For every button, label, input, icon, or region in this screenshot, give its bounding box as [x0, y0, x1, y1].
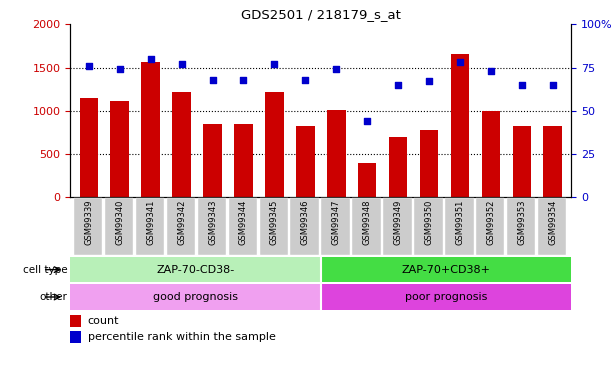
Text: cell type: cell type	[23, 265, 67, 274]
Text: GSM99348: GSM99348	[363, 200, 371, 245]
Text: GSM99345: GSM99345	[270, 200, 279, 245]
Text: other: other	[39, 292, 67, 302]
FancyBboxPatch shape	[538, 198, 566, 255]
Text: count: count	[88, 315, 119, 326]
FancyBboxPatch shape	[290, 198, 319, 255]
Bar	[451, 54, 469, 197]
Text: good prognosis: good prognosis	[153, 292, 238, 302]
Point	[424, 78, 434, 84]
Bar	[79, 98, 98, 197]
FancyBboxPatch shape	[445, 198, 474, 255]
Bar	[172, 92, 191, 197]
Bar	[513, 126, 531, 197]
Point	[455, 59, 465, 65]
Bar	[111, 101, 129, 197]
Bar	[389, 137, 408, 197]
Bar	[203, 124, 222, 197]
FancyBboxPatch shape	[136, 198, 164, 255]
Point	[331, 66, 341, 72]
Text: GSM99354: GSM99354	[548, 200, 557, 245]
FancyBboxPatch shape	[167, 198, 195, 255]
Text: GSM99349: GSM99349	[393, 200, 403, 245]
FancyBboxPatch shape	[229, 198, 257, 255]
Point	[84, 63, 93, 69]
Bar	[543, 126, 562, 197]
Bar	[481, 111, 500, 197]
Point	[301, 76, 310, 82]
Point	[269, 61, 279, 67]
Text: ZAP-70+CD38+: ZAP-70+CD38+	[401, 265, 491, 274]
Text: GSM99339: GSM99339	[84, 200, 93, 245]
Bar	[234, 124, 253, 197]
Point	[146, 56, 156, 62]
Bar	[327, 110, 345, 197]
FancyBboxPatch shape	[383, 198, 412, 255]
Bar	[420, 130, 438, 197]
FancyBboxPatch shape	[414, 198, 442, 255]
Text: ZAP-70-CD38-: ZAP-70-CD38-	[156, 265, 235, 274]
FancyBboxPatch shape	[74, 198, 103, 255]
Bar	[141, 62, 160, 197]
Text: GSM99353: GSM99353	[518, 200, 526, 245]
Point	[517, 82, 527, 88]
Text: poor prognosis: poor prognosis	[405, 292, 487, 302]
Bar	[296, 126, 315, 197]
Bar	[70, 315, 81, 327]
Point	[548, 82, 558, 88]
FancyBboxPatch shape	[321, 198, 350, 255]
Bar	[70, 331, 81, 343]
Point	[486, 68, 496, 74]
Bar	[358, 163, 376, 197]
Text: GSM99344: GSM99344	[239, 200, 248, 245]
Point	[177, 61, 186, 67]
FancyBboxPatch shape	[507, 198, 535, 255]
Point	[115, 66, 125, 72]
Bar	[70, 257, 321, 282]
Text: GSM99346: GSM99346	[301, 200, 310, 245]
FancyBboxPatch shape	[105, 198, 133, 255]
Bar	[70, 284, 321, 310]
Bar	[265, 92, 284, 197]
Text: GSM99350: GSM99350	[425, 200, 434, 245]
Text: GSM99340: GSM99340	[115, 200, 124, 245]
FancyBboxPatch shape	[198, 198, 226, 255]
Bar	[321, 257, 571, 282]
Bar	[321, 284, 571, 310]
Text: GSM99341: GSM99341	[146, 200, 155, 245]
Point	[362, 118, 372, 124]
FancyBboxPatch shape	[260, 198, 288, 255]
Text: percentile rank within the sample: percentile rank within the sample	[88, 332, 276, 342]
Text: GSM99342: GSM99342	[177, 200, 186, 245]
FancyBboxPatch shape	[476, 198, 505, 255]
FancyBboxPatch shape	[353, 198, 381, 255]
Text: GDS2501 / 218179_s_at: GDS2501 / 218179_s_at	[241, 8, 401, 21]
Point	[208, 76, 218, 82]
Text: GSM99352: GSM99352	[486, 200, 496, 245]
Text: GSM99351: GSM99351	[455, 200, 464, 245]
Point	[393, 82, 403, 88]
Text: GSM99343: GSM99343	[208, 200, 217, 245]
Text: GSM99347: GSM99347	[332, 200, 341, 245]
Point	[238, 76, 248, 82]
